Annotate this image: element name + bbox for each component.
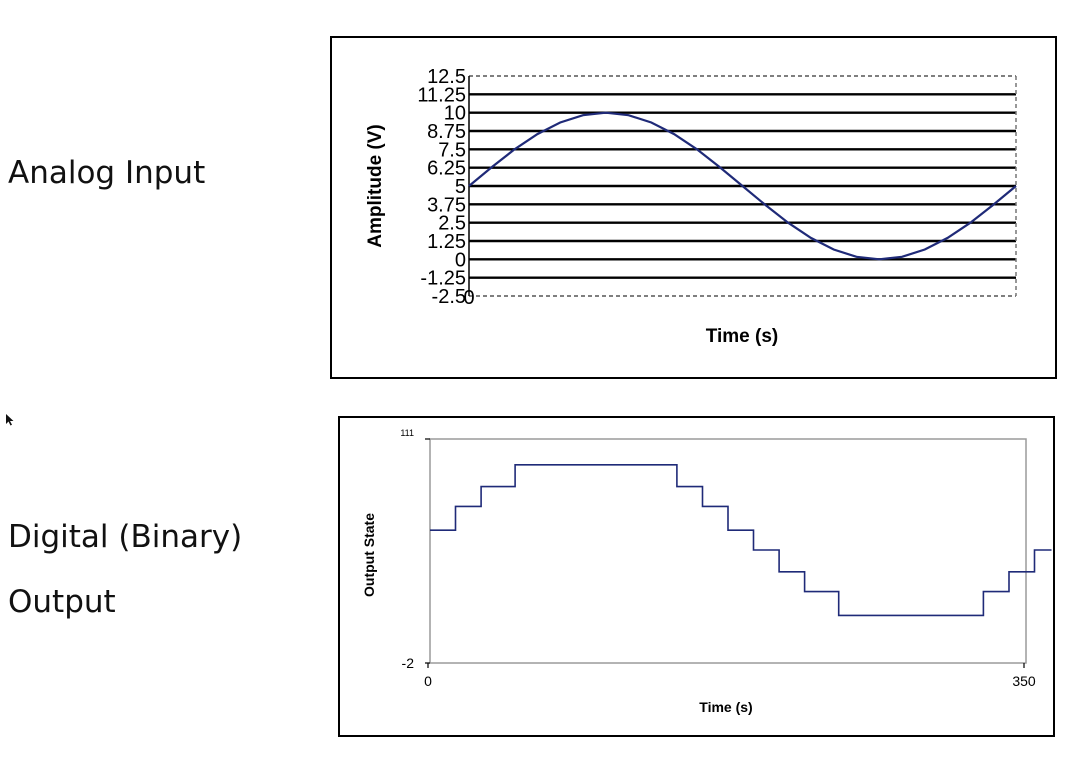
analog-y-tick-label: 0 — [455, 249, 466, 271]
analog-y-tick-label: -2.5 — [432, 286, 466, 308]
analog-chart: 12.511.25108.757.56.2553.752.51.250-1.25… — [330, 36, 1057, 379]
analog-x-tick-label: 0 — [463, 287, 474, 309]
digital-x-ticks: 0 350 — [424, 663, 1036, 689]
analog-input-label: Analog Input — [8, 155, 206, 191]
digital-x-tick-label: 0 — [424, 673, 432, 689]
digital-x-axis-label: Time (s) — [699, 699, 752, 715]
digital-output-label-line2: Output — [8, 584, 116, 620]
analog-x-ticks: 0 — [463, 287, 474, 309]
analog-y-ticks: 12.511.25108.757.56.2553.752.51.250-1.25… — [417, 66, 466, 308]
analog-series-line — [468, 111, 1017, 261]
analog-y-tick-label: 2.5 — [438, 213, 466, 235]
digital-plot-area — [429, 438, 1027, 664]
analog-gridlines — [468, 75, 1017, 297]
digital-series-line — [430, 464, 1052, 617]
mouse-pointer-icon — [6, 414, 14, 426]
digital-y-axis-label: Output State — [361, 513, 377, 597]
analog-y-axis-label: Amplitude (V) — [365, 124, 386, 248]
analog-y-tick-label: 5 — [455, 176, 466, 198]
analog-y-tick-label: -1.25 — [420, 268, 466, 290]
digital-x-tick-label: 350 — [1012, 673, 1036, 689]
digital-output-label-line1: Digital (Binary) — [8, 519, 243, 555]
analog-y-tick-label: 11.25 — [417, 84, 466, 106]
digital-chart: 111 -2 0 350 Time (s) Output State — [338, 416, 1055, 737]
digital-y-tick-label: 111 — [400, 428, 414, 438]
analog-y-tick-label: 3.75 — [427, 194, 466, 216]
analog-y-tick-label: 6.25 — [427, 158, 466, 180]
analog-y-tick-label: 8.75 — [427, 121, 466, 143]
analog-y-tick-label: 10 — [444, 103, 466, 125]
analog-y-tick-label: 7.5 — [438, 139, 466, 161]
analog-y-tick-label: 1.25 — [427, 231, 466, 253]
analog-x-axis-label: Time (s) — [706, 326, 779, 347]
digital-y-tick-label: -2 — [402, 655, 415, 671]
analog-y-tick-label: 12.5 — [427, 66, 466, 88]
